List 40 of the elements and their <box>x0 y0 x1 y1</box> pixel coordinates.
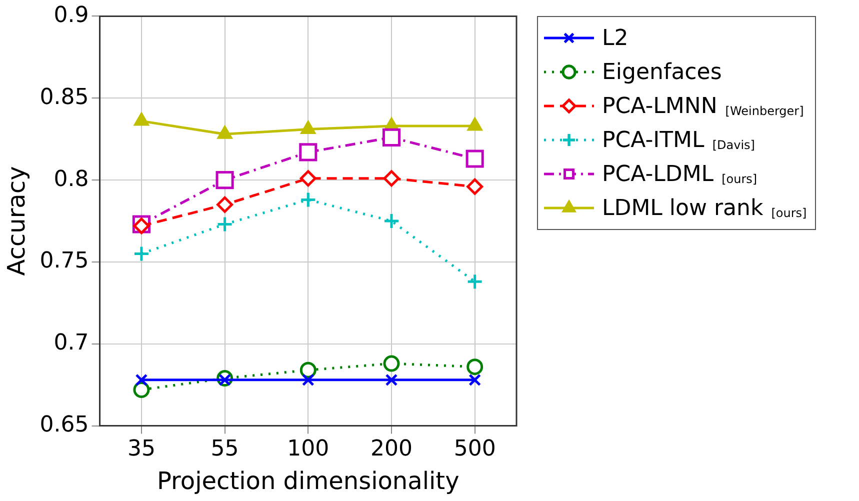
x-tick-label: 500 <box>454 436 496 462</box>
x-axis-title: Projection dimensionality <box>156 466 460 495</box>
y-tick-label: 0.65 <box>40 412 89 438</box>
y-tick-label: 0.75 <box>40 248 89 274</box>
legend-label: L2 <box>602 26 628 50</box>
point <box>216 216 234 233</box>
point <box>133 382 150 398</box>
point <box>466 150 484 168</box>
point <box>216 196 234 213</box>
legend-label: PCA-LMNN [Weinberger] <box>602 94 804 118</box>
point <box>300 191 316 208</box>
y-axis-title: Accuracy <box>2 166 31 276</box>
point <box>466 358 484 376</box>
x-tick-label: 55 <box>210 436 239 462</box>
point <box>216 171 234 190</box>
x-tick-label: 200 <box>370 436 412 462</box>
point <box>383 170 400 187</box>
legend-label: PCA-LDML [ours] <box>602 162 758 186</box>
point <box>300 170 316 187</box>
point <box>468 374 482 386</box>
y-tick-label: 0.9 <box>54 2 89 28</box>
y-tick-label: 0.7 <box>54 330 89 356</box>
point <box>135 374 148 386</box>
point <box>133 246 150 262</box>
point <box>300 362 316 378</box>
y-tick-label: 0.8 <box>54 166 89 192</box>
legend-label: PCA-ITML [Davis] <box>602 128 755 152</box>
point <box>385 374 398 386</box>
point <box>466 273 484 290</box>
point <box>466 178 484 195</box>
legend-label: LDML low rank [ours] <box>602 196 807 220</box>
x-tick-label: 100 <box>287 436 330 462</box>
legend-label: Eigenfaces <box>602 60 722 84</box>
point <box>302 374 314 386</box>
point <box>383 212 400 230</box>
point <box>383 355 400 372</box>
point <box>299 143 318 162</box>
x-tick-label: 35 <box>127 436 156 462</box>
y-tick-label: 0.85 <box>40 84 89 110</box>
point <box>382 128 401 146</box>
